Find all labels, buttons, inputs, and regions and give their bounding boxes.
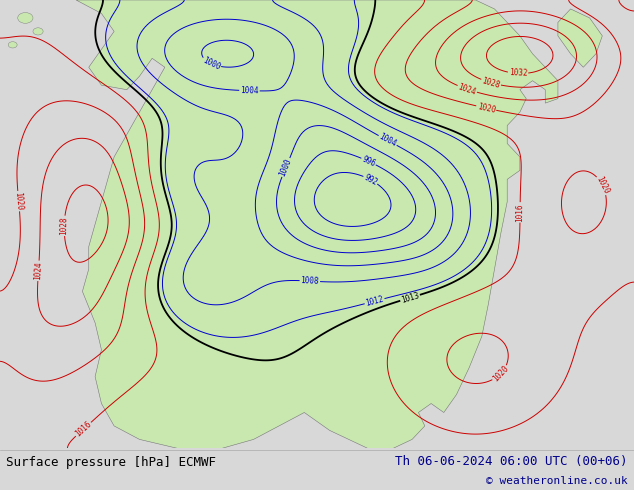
Text: 1000: 1000 (278, 157, 294, 178)
Text: © weatheronline.co.uk: © weatheronline.co.uk (486, 476, 628, 486)
Polygon shape (76, 0, 558, 448)
Text: 1000: 1000 (201, 56, 222, 72)
Text: 1028: 1028 (60, 217, 69, 235)
Circle shape (18, 13, 33, 24)
Text: 1020: 1020 (13, 192, 24, 211)
Circle shape (8, 42, 17, 48)
Text: 992: 992 (362, 172, 379, 187)
Text: Surface pressure [hPa] ECMWF: Surface pressure [hPa] ECMWF (6, 456, 216, 469)
Text: 1016: 1016 (515, 203, 525, 221)
Text: 1024: 1024 (34, 261, 44, 280)
Text: 1004: 1004 (377, 132, 398, 149)
Text: 1020: 1020 (594, 175, 611, 196)
Text: Th 06-06-2024 06:00 UTC (00+06): Th 06-06-2024 06:00 UTC (00+06) (395, 455, 628, 468)
Polygon shape (558, 9, 602, 67)
Text: 996: 996 (361, 154, 377, 169)
Text: 1024: 1024 (457, 82, 477, 97)
Circle shape (33, 28, 43, 35)
Text: 1016: 1016 (74, 420, 93, 439)
Text: 1012: 1012 (365, 294, 385, 308)
Text: 1008: 1008 (301, 276, 320, 286)
Text: 1020: 1020 (491, 364, 510, 383)
Text: 1032: 1032 (508, 69, 527, 78)
Text: 1013: 1013 (400, 291, 420, 305)
Text: 1004: 1004 (240, 86, 259, 96)
Text: 1028: 1028 (481, 76, 501, 90)
Text: 1020: 1020 (476, 102, 496, 115)
